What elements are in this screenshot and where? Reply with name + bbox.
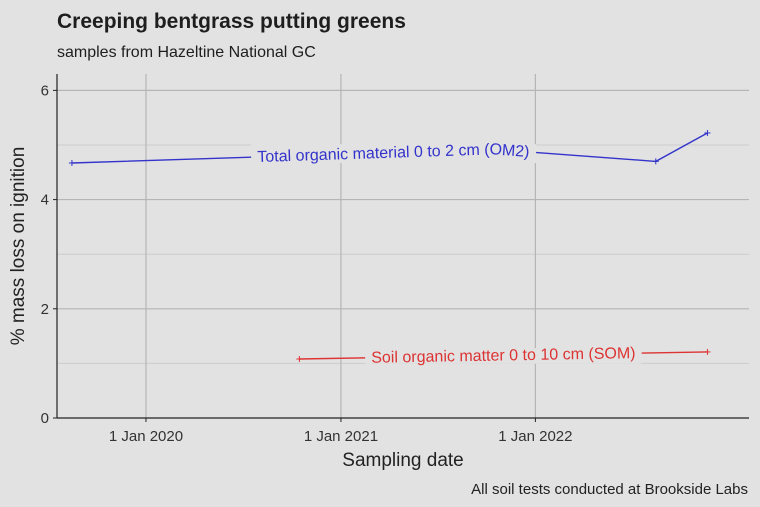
y-tick-label: 4 xyxy=(41,192,49,209)
y-ticks: 0 2 4 6 xyxy=(41,82,57,427)
chart-caption: All soil tests conducted at Brookside La… xyxy=(471,481,748,498)
series-0: Total organic material 0 to 2 cm (OM2) xyxy=(68,129,711,166)
y-tick-label: 6 xyxy=(41,82,49,99)
x-tick-label: 1 Jan 2020 xyxy=(109,428,183,445)
series-label-background xyxy=(251,144,537,164)
x-tick-label: 1 Jan 2022 xyxy=(498,428,572,445)
y-tick-label: 0 xyxy=(41,410,49,427)
grid xyxy=(57,74,749,418)
x-axis-title: Sampling date xyxy=(342,450,463,471)
y-tick-label: 2 xyxy=(41,301,49,318)
series-label-path: Soil organic matter 0 to 10 cm (SOM) xyxy=(371,345,636,367)
x-ticks: 1 Jan 2020 1 Jan 2021 1 Jan 2022 xyxy=(109,418,572,445)
y-axis-title: % mass loss on ignition xyxy=(8,147,29,346)
chart-title: Creeping bentgrass putting greens xyxy=(57,10,406,33)
chart-subtitle: samples from Hazeltine National GC xyxy=(57,44,316,61)
axes xyxy=(56,74,749,419)
series-label: Soil organic matter 0 to 10 cm (SOM) xyxy=(371,345,636,367)
x-tick-label: 1 Jan 2021 xyxy=(304,428,378,445)
series-layer: Total organic material 0 to 2 cm (OM2) So… xyxy=(68,129,711,367)
series-label-background xyxy=(365,348,642,364)
series-1: Soil organic matter 0 to 10 cm (SOM) xyxy=(296,345,711,367)
